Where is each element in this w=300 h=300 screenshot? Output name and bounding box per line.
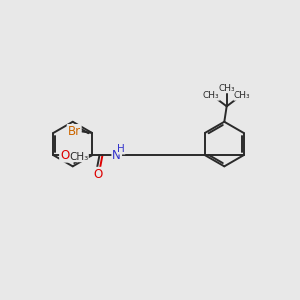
Text: Br: Br: [68, 125, 81, 138]
Text: O: O: [93, 168, 103, 181]
Text: CH₃: CH₃: [69, 152, 88, 162]
Text: CH₃: CH₃: [234, 92, 250, 100]
Text: CH₃: CH₃: [203, 92, 220, 100]
Text: H: H: [117, 144, 125, 154]
Text: N: N: [112, 149, 121, 162]
Text: O: O: [60, 149, 69, 162]
Text: CH₃: CH₃: [218, 84, 235, 93]
